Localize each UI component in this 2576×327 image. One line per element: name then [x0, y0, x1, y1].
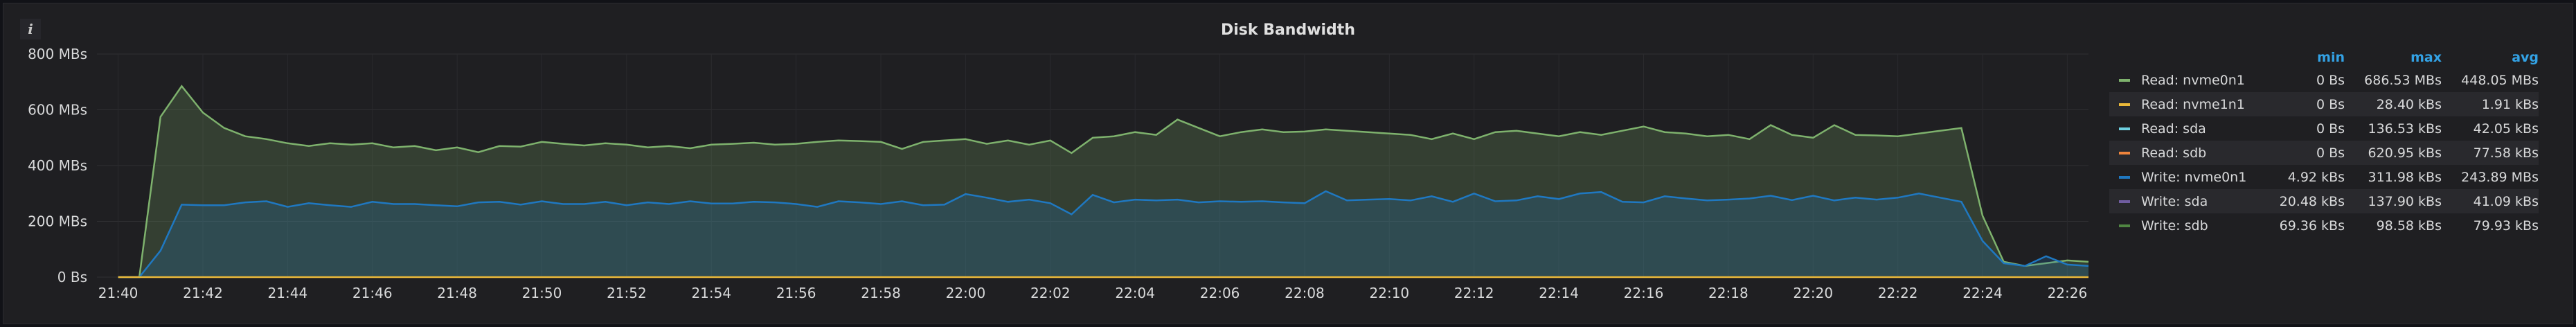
legend-series-name[interactable]: Read: sda [2109, 121, 2269, 136]
series-line-write-nvme0n1 [118, 190, 2089, 279]
legend-header: min max avg [2109, 47, 2539, 68]
legend-avg-value: 1.91 kBs [2481, 96, 2539, 112]
legend-color-swatch[interactable] [2119, 200, 2130, 203]
legend-series-label: Write: sda [2141, 193, 2208, 209]
legend-series-name[interactable]: Read: nvme0n1 [2109, 73, 2269, 88]
x-tick-label: 21:48 [437, 285, 477, 301]
legend-avg-value: 41.09 kBs [2473, 193, 2539, 209]
legend-avg-value: 42.05 kBs [2473, 121, 2539, 136]
legend-series-label: Read: sda [2141, 121, 2206, 136]
y-tick-label: 200 MBs [28, 213, 87, 230]
x-tick-label: 21:46 [352, 285, 393, 301]
x-tick-label: 21:52 [607, 285, 647, 301]
info-icon[interactable]: i [20, 19, 41, 39]
legend-min-value: 0 Bs [2316, 145, 2345, 161]
legend-max-value: 620.95 kBs [2368, 145, 2442, 161]
legend-avg-value: 79.93 kBs [2473, 218, 2539, 233]
legend-series-label: Write: nvme0n1 [2141, 169, 2247, 185]
legend-series-label: Read: nvme0n1 [2141, 72, 2245, 88]
x-tick-label: 22:00 [946, 285, 986, 301]
series-area-write-nvme0n1 [118, 191, 2088, 277]
legend-series-label: Read: nvme1n1 [2141, 96, 2245, 112]
legend-series-name[interactable]: Write: nvme0n1 [2109, 170, 2269, 185]
legend-color-swatch[interactable] [2119, 127, 2130, 130]
x-tick-label: 22:26 [2048, 285, 2088, 301]
legend-min-value: 0 Bs [2316, 121, 2345, 136]
legend-color-swatch[interactable] [2119, 78, 2130, 82]
y-tick-label: 0 Bs [57, 269, 87, 285]
x-tick-label: 21:42 [183, 285, 223, 301]
y-tick-label: 800 MBs [28, 46, 87, 62]
x-tick-label: 22:22 [1878, 285, 1918, 301]
legend-avg-value: 77.58 kBs [2473, 145, 2539, 161]
legend-max-value: 311.98 kBs [2368, 169, 2442, 185]
bandwidth-chart: 0 Bs 200 MBs 400 MBs 600 MBs 800 MBs 21:40 21:… [28, 46, 2089, 301]
legend-series-name[interactable]: Write: sdb [2109, 218, 2269, 233]
legend-color-swatch[interactable] [2119, 224, 2130, 227]
legend-max-value: 136.53 kBs [2368, 121, 2442, 136]
x-tick-label: 22:24 [1962, 285, 2003, 301]
legend-series-name[interactable]: Read: sdb [2109, 145, 2269, 161]
x-tick-label: 22:08 [1285, 285, 1325, 301]
legend-max-value: 28.40 kBs [2376, 96, 2442, 112]
x-tick-label: 22:10 [1370, 285, 1410, 301]
series-line-read-nvme0n1 [118, 85, 2089, 279]
x-tick-label: 21:54 [691, 285, 731, 301]
legend-max-value: 98.58 kBs [2376, 218, 2442, 233]
y-tick-label: 400 MBs [28, 157, 87, 174]
legend-row[interactable]: Read: sda 0 Bs 136.53 kBs 42.05 kBs [2109, 116, 2539, 141]
legend-header-avg[interactable]: avg [2512, 50, 2539, 65]
x-tick-label: 22:14 [1539, 285, 1579, 301]
x-tick-label: 22:06 [1200, 285, 1240, 301]
x-tick-label: 22:20 [1793, 285, 1833, 301]
legend-row[interactable]: Write: sdb 69.36 kBs 98.58 kBs 79.93 kBs [2109, 213, 2539, 238]
legend-min-value: 0 Bs [2316, 96, 2345, 112]
legend-series-name[interactable]: Read: nvme1n1 [2109, 97, 2269, 112]
x-tick-label: 22:12 [1454, 285, 1494, 301]
legend-header-min[interactable]: min [2317, 50, 2345, 65]
legend-row[interactable]: Read: sdb 0 Bs 620.95 kBs 77.58 kBs [2109, 141, 2539, 165]
legend-avg-value: 448.05 MBs [2461, 72, 2539, 88]
legend-row[interactable]: Read: nvme0n1 0 Bs 686.53 MBs 448.05 MBs [2109, 68, 2539, 92]
legend-series-name[interactable]: Write: sda [2109, 194, 2269, 209]
x-tick-label: 22:02 [1030, 285, 1071, 301]
legend-row[interactable]: Write: nvme0n1 4.92 kBs 311.98 kBs 243.89 M… [2109, 165, 2539, 189]
legend-color-swatch[interactable] [2119, 151, 2130, 154]
legend-row[interactable]: Write: sda 20.48 kBs 137.90 kBs 41.09 kBs [2109, 189, 2539, 213]
panel-title[interactable]: Disk Bandwidth [1220, 21, 1355, 39]
x-tick-label: 21:50 [522, 285, 562, 301]
legend-min-value: 69.36 kBs [2279, 218, 2345, 233]
x-tick-label: 21:44 [268, 285, 308, 301]
legend-color-swatch[interactable] [2119, 103, 2130, 106]
legend-series-label: Read: sdb [2141, 145, 2207, 161]
legend-max-value: 686.53 MBs [2364, 72, 2442, 88]
legend-series-label: Write: sdb [2141, 218, 2208, 233]
series-area-read-nvme0n1 [118, 86, 2088, 278]
x-tick-label: 22:04 [1115, 285, 1155, 301]
legend-min-value: 4.92 kBs [2287, 169, 2345, 185]
legend-avg-value: 243.89 MBs [2461, 169, 2539, 185]
legend-min-value: 0 Bs [2316, 72, 2345, 88]
legend-max-value: 137.90 kBs [2368, 193, 2442, 209]
x-tick-label: 21:40 [98, 285, 138, 301]
legend-header-max[interactable]: max [2410, 50, 2442, 65]
x-tick-label: 22:16 [1624, 285, 1664, 301]
y-tick-label: 600 MBs [28, 102, 87, 118]
legend-row[interactable]: Read: nvme1n1 0 Bs 28.40 kBs 1.91 kBs [2109, 92, 2539, 116]
x-tick-label: 21:56 [776, 285, 816, 301]
legend-min-value: 20.48 kBs [2279, 193, 2345, 209]
legend-color-swatch[interactable] [2119, 175, 2130, 179]
x-tick-label: 22:18 [1708, 285, 1748, 301]
legend-table: min max avg Read: nvme0n1 0 Bs 686.53 MBs 4… [2109, 47, 2539, 238]
x-tick-label: 21:58 [861, 285, 901, 301]
